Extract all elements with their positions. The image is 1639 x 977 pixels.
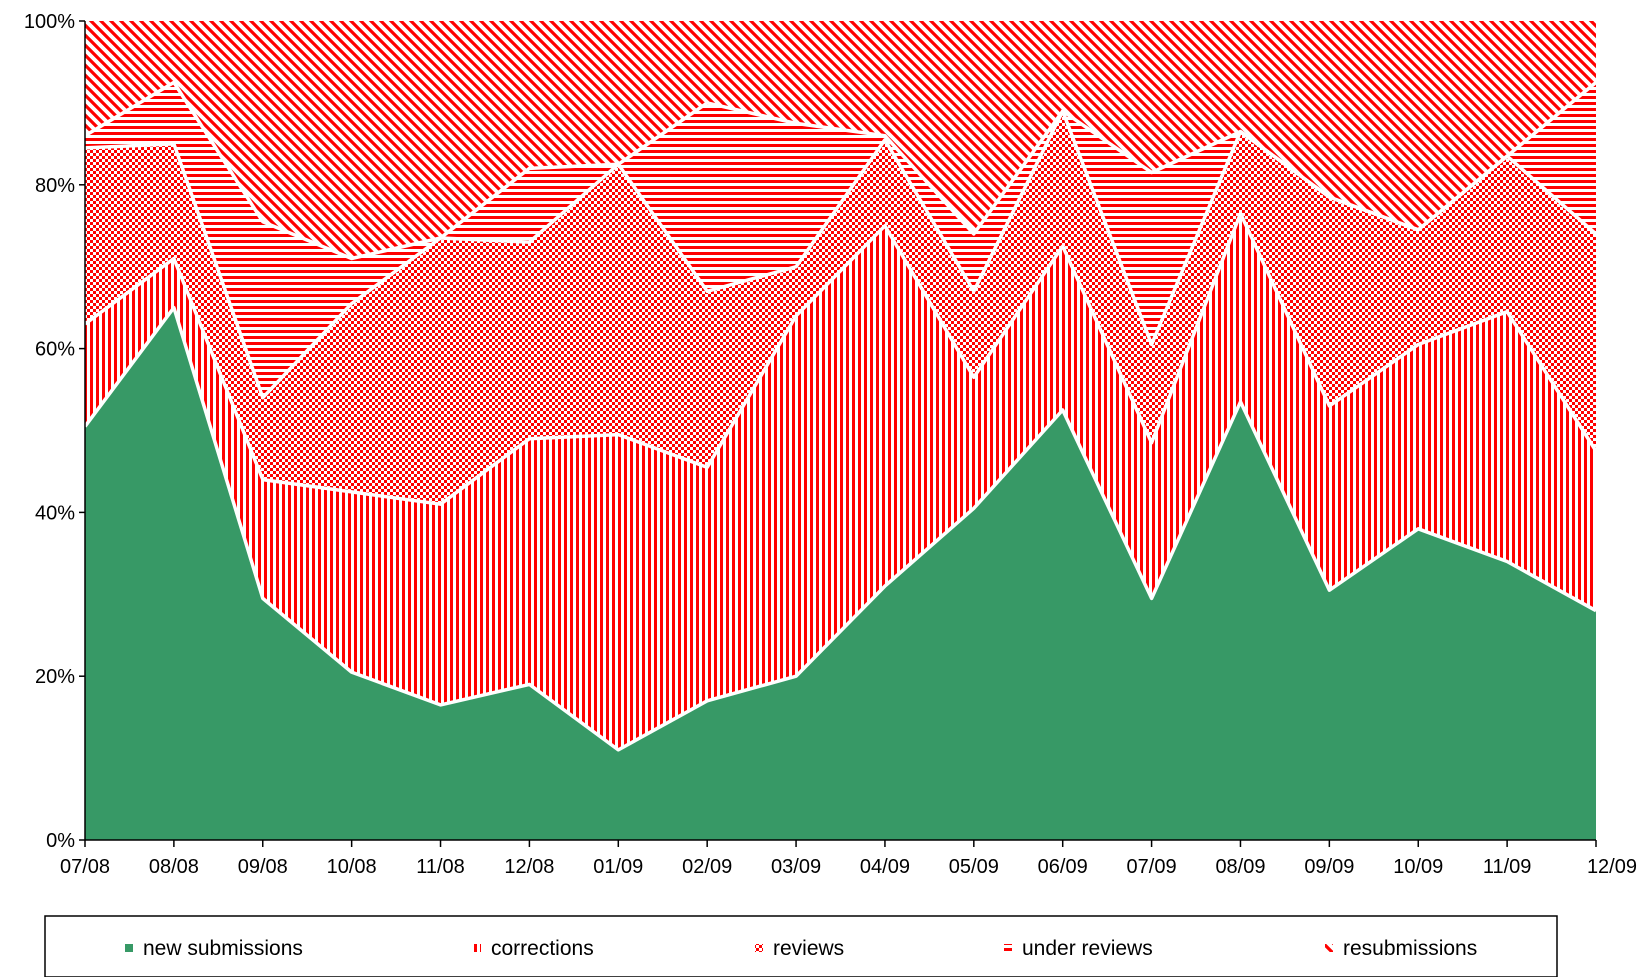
y-axis-ticks: 0% 20% 40% 60% 80% 100%: [24, 11, 85, 852]
x-tick-label: 04/09: [860, 856, 910, 878]
legend-item-under-reviews: under reviews: [1004, 937, 1153, 960]
x-tick-label: 06/09: [1038, 856, 1088, 878]
legend-swatch-new-submissions: [125, 944, 133, 952]
legend-label-new-submissions: new submissions: [143, 937, 303, 960]
x-tick-label: 09/09: [1304, 856, 1354, 878]
legend: new submissions corrections reviews unde…: [44, 915, 1558, 977]
x-tick-label: 05/09: [949, 856, 999, 878]
legend-label-corrections: corrections: [491, 937, 594, 960]
x-axis-ticks: 07/08 08/08 09/08 10/08 11/08 12/08 01/09 02/09…: [60, 840, 1637, 878]
x-tick-label: 11/09: [1483, 856, 1532, 878]
legend-label-under-reviews: under reviews: [1022, 937, 1153, 960]
separator-line-corrections: [83, 211, 1598, 506]
legend-swatch-under-reviews: [1004, 944, 1012, 952]
legend-item-corrections: corrections: [473, 937, 594, 960]
x-tick-label: 10/08: [327, 856, 377, 878]
legend-item-resubmissions: resubmissions: [1325, 937, 1477, 960]
x-tick-label: 12/09: [1587, 856, 1637, 878]
area-under-reviews: [85, 82, 1596, 398]
x-tick-label: 03/09: [771, 856, 821, 878]
x-tick-label: 02/09: [682, 856, 732, 878]
axes: [84, 21, 1596, 841]
plot-area: [85, 21, 1596, 841]
area-corrections: [85, 213, 1596, 750]
x-tick-label: 08/09: [1215, 856, 1265, 878]
area-reviews: [85, 111, 1596, 505]
separator-line-under-reviews: [84, 80, 1598, 261]
x-tick-label: 07/08: [60, 856, 110, 878]
separator-line-new-submissions: [83, 305, 1597, 752]
x-tick-label: 11/08: [416, 856, 465, 878]
x-tick-label: 10/09: [1393, 856, 1443, 878]
series-separator-lines: [83, 80, 1598, 752]
x-tick-label: 01/09: [593, 856, 643, 878]
legend-box: [44, 915, 1558, 977]
legend-swatch-reviews: [755, 944, 763, 952]
y-tick-label: 100%: [24, 11, 75, 33]
legend-item-reviews: reviews: [755, 937, 844, 960]
y-tick-label: 20%: [35, 666, 75, 688]
legend-label-resubmissions: resubmissions: [1343, 937, 1477, 960]
y-tick-label: 40%: [35, 502, 75, 524]
y-tick-label: 60%: [35, 339, 75, 361]
x-tick-label: 07/09: [1127, 856, 1177, 878]
y-tick-label: 0%: [46, 830, 75, 852]
area-resubmissions: [85, 21, 1596, 259]
legend-swatch-resubmissions: [1325, 944, 1333, 952]
legend-item-new-submissions: new submissions: [125, 937, 303, 960]
x-tick-label: 08/08: [149, 856, 199, 878]
y-tick-label: 80%: [35, 175, 75, 197]
area-new-submissions: [85, 307, 1596, 841]
x-tick-label: 09/08: [238, 856, 288, 878]
legend-label-reviews: reviews: [773, 937, 844, 960]
legend-swatch-corrections: [473, 944, 481, 952]
x-tick-label: 12/08: [504, 856, 554, 878]
